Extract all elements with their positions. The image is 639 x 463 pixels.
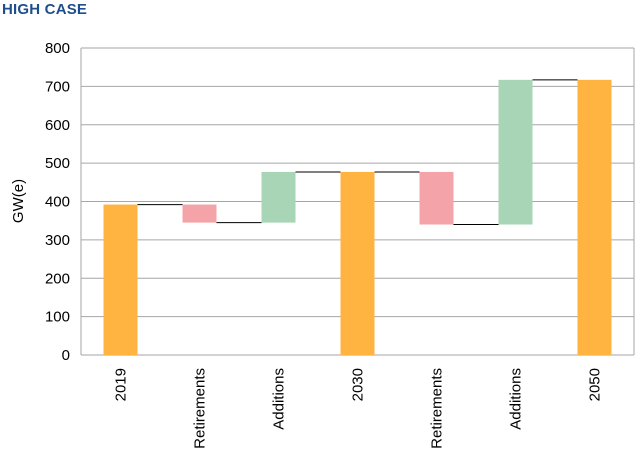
- x-category-label: Retirements: [192, 368, 209, 449]
- bars: [103, 79, 612, 355]
- x-category-label: Retirements: [429, 368, 446, 449]
- y-tick-label: 700: [45, 78, 70, 95]
- x-category-label: Additions: [271, 368, 288, 430]
- y-tick-label: 500: [45, 155, 70, 172]
- y-tick-label: 400: [45, 194, 70, 211]
- y-tick-label: 0: [62, 347, 70, 364]
- bar-total: [103, 204, 138, 355]
- x-category-label: Additions: [508, 368, 525, 430]
- connectors: [137, 79, 578, 226]
- x-category-label: 2019: [113, 368, 130, 401]
- x-category-labels: 2019 Retirements Additions 2030 Retirements A…: [113, 368, 604, 449]
- bar-total: [340, 171, 375, 355]
- chart-title: HIGH CASE: [2, 1, 88, 18]
- bar-increase: [498, 79, 533, 225]
- y-tick-label: 100: [45, 309, 70, 326]
- bar-decrease: [419, 171, 454, 225]
- x-category-label: 2050: [587, 368, 604, 401]
- bar-total: [577, 79, 612, 355]
- y-axis-label: GW(e): [10, 179, 27, 223]
- bar-decrease: [182, 204, 217, 223]
- y-tick-label: 600: [45, 117, 70, 134]
- y-tick-labels: 0 100 200 300 400 500 600 700 800: [45, 40, 70, 364]
- bar-increase: [261, 171, 296, 223]
- y-tick-label: 200: [45, 270, 70, 287]
- y-tick-label: 300: [45, 232, 70, 249]
- x-category-label: 2030: [350, 368, 367, 401]
- y-tick-label: 800: [45, 40, 70, 57]
